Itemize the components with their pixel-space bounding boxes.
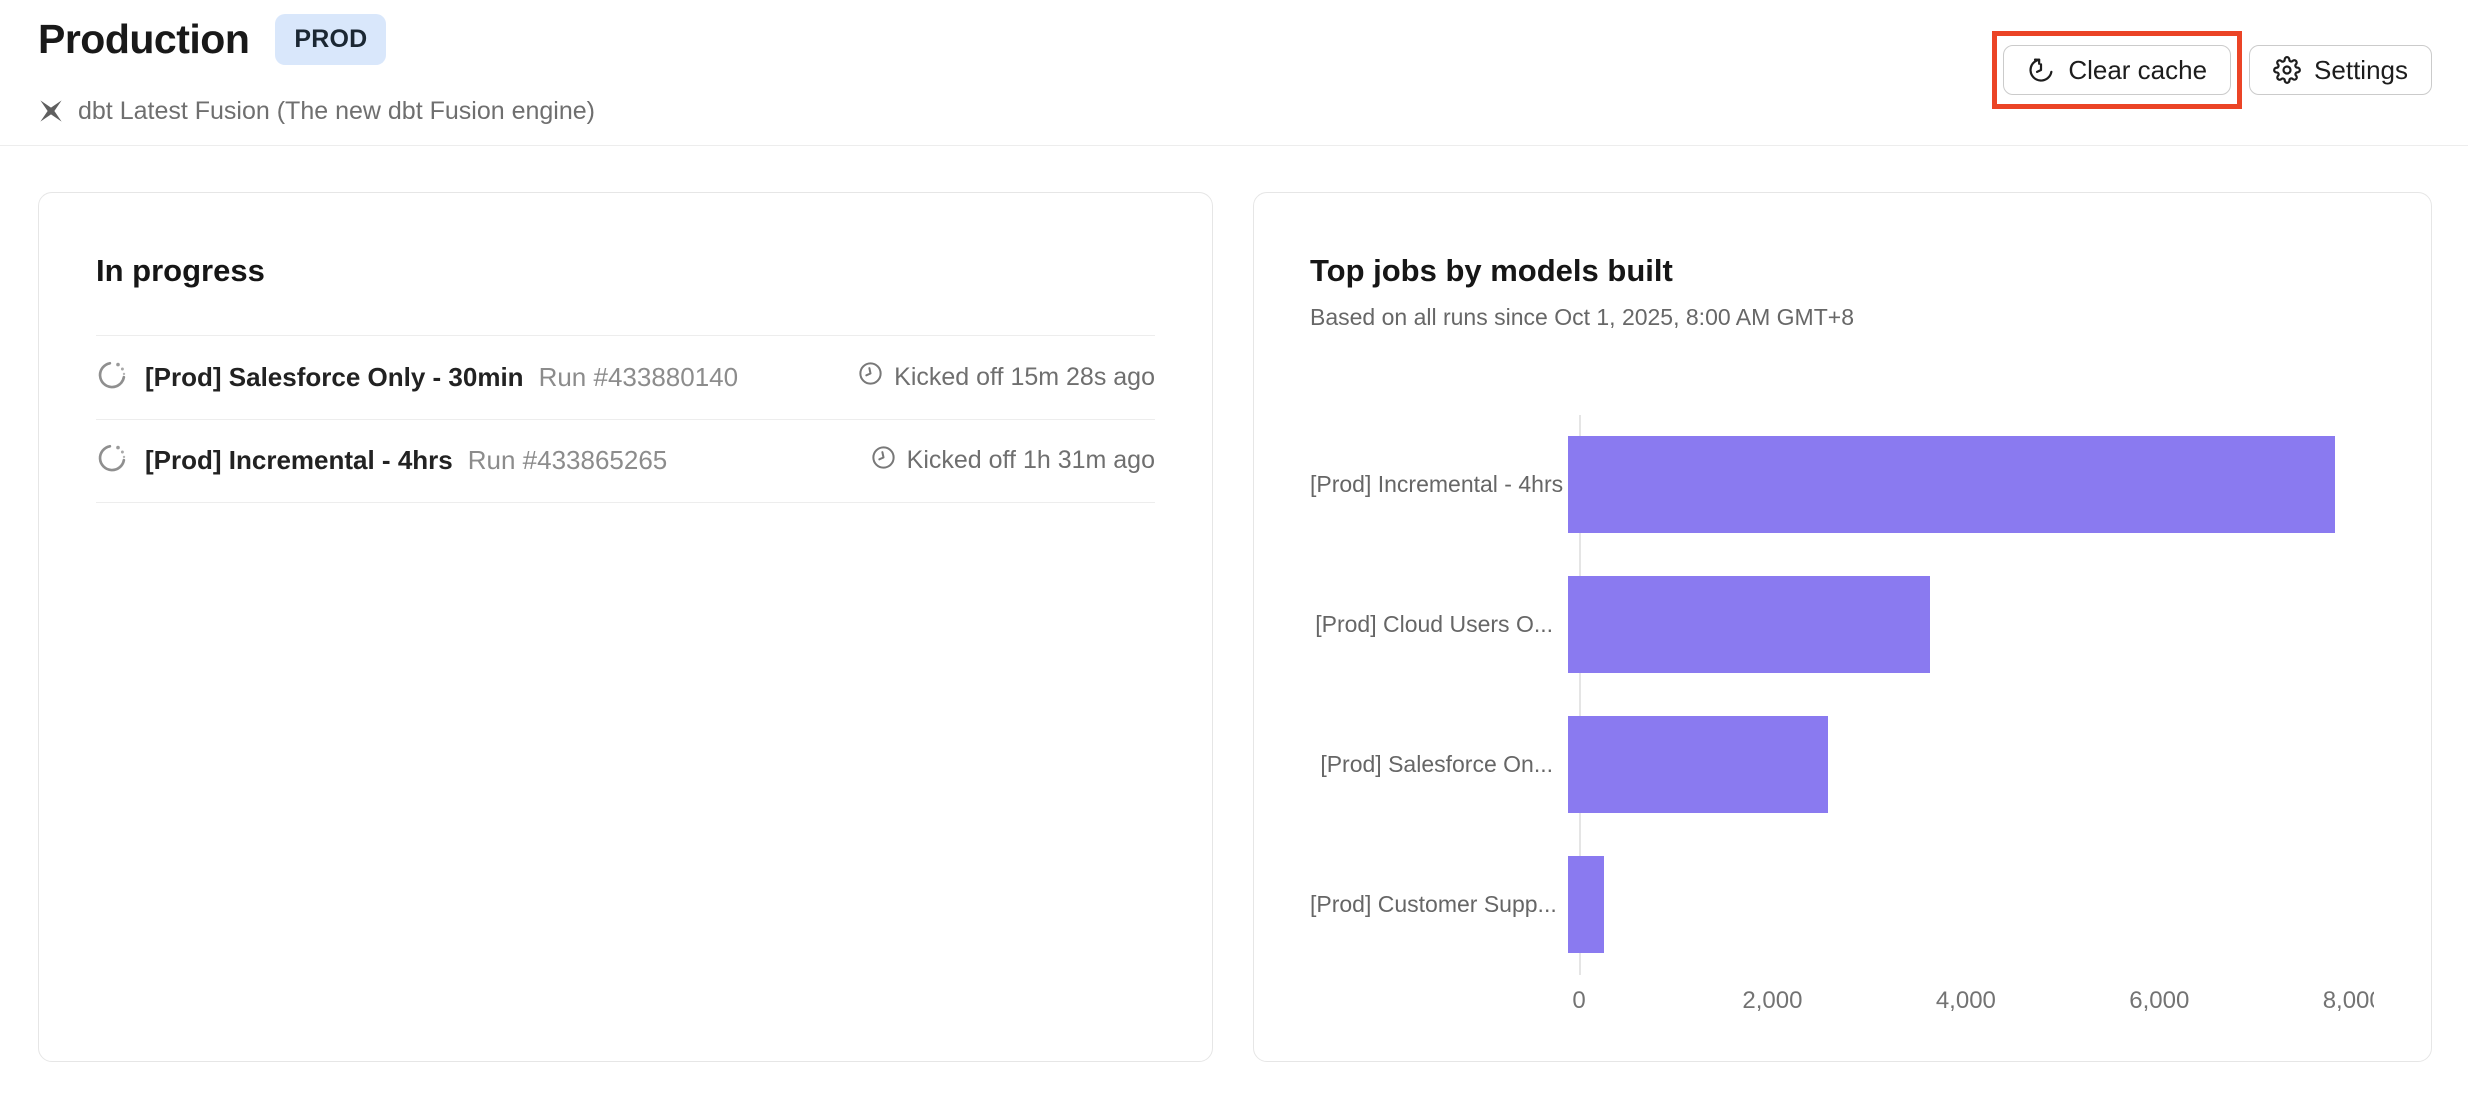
environment-badge: PROD [275,14,387,65]
chart-bar-track [1566,856,2374,954]
spinner-icon [96,359,128,396]
x-axis-tick-label: 0 [1572,986,1586,1014]
chart-subtitle: Based on all runs since Oct 1, 2025, 8:0… [1310,303,1854,330]
page-title: Production [38,15,250,62]
chart-bar [1568,716,1828,814]
engine-subtitle: dbt Latest Fusion (The new dbt Fusion en… [36,96,595,126]
x-axis-tick-label: 4,000 [1935,986,1996,1014]
clock-icon [857,360,884,394]
chart-bar-track [1566,576,2374,674]
chart-bar-track [1566,436,2374,534]
kicked-off-label: Kicked off 1h 31m ago [906,446,1155,475]
spinner-icon [96,442,128,479]
kicked-off-status: Kicked off 1h 31m ago [870,444,1155,478]
chart-bar-track [1566,716,2374,814]
chart-category-label: [Prod] Customer Supp... [1310,891,1557,918]
y-axis-line [1579,414,1581,975]
chart-row: [Prod] Cloud Users O... [1310,555,2374,695]
run-row[interactable]: [Prod] Incremental - 4hrs Run #433865265… [96,418,1155,503]
settings-button[interactable]: Settings [2249,45,2432,95]
header-divider [0,145,2468,146]
chart-row: [Prod] Customer Supp... [1310,835,2374,975]
run-number-link[interactable]: Run #433880140 [538,361,739,392]
settings-label: Settings [2314,55,2408,85]
in-progress-card: In progress [Prod] Salesforce Only - 30m… [38,192,1213,1062]
chart-title: Top jobs by models built [1310,253,1673,288]
top-jobs-card: Top jobs by models built Based on all ru… [1253,192,2432,1062]
engine-label: dbt Latest Fusion (The new dbt Fusion en… [78,96,595,125]
chart-bar [1568,576,1930,674]
chart-category-label: [Prod] Cloud Users O... [1315,611,1553,638]
bar-chart: [Prod] Incremental - 4hrs [Prod] Cloud Us… [1310,414,2374,1019]
gear-icon [2273,56,2301,84]
chart-category-label: [Prod] Salesforce On... [1320,751,1553,778]
in-progress-title: In progress [96,253,265,288]
kicked-off-status: Kicked off 15m 28s ago [857,360,1155,394]
chart-bar [1568,436,2335,534]
annotation-highlight-box: Clear cache [1992,31,2243,109]
x-axis-tick-label: 2,000 [1742,986,1803,1014]
dbt-fusion-logo-icon [36,96,66,126]
run-name: [Prod] Incremental - 4hrs [145,445,453,476]
chart-bar [1568,856,1605,954]
clear-cache-button[interactable]: Clear cache [2003,45,2232,95]
chart-rows: [Prod] Incremental - 4hrs [Prod] Cloud Us… [1310,414,2374,975]
run-row[interactable]: [Prod] Salesforce Only - 30min Run #4338… [96,334,1155,419]
kicked-off-label: Kicked off 15m 28s ago [894,362,1155,391]
chart-row: [Prod] Salesforce On... [1310,695,2374,835]
x-axis-ticks: 0 2,000 4,000 6,000 8,000 [1572,975,2374,1019]
page-header: Production PROD [38,14,387,65]
header-actions: Clear cache Settings [1992,31,2432,109]
chart-category-label: [Prod] Incremental - 4hrs [1310,471,1564,498]
run-list: [Prod] Salesforce Only - 30min Run #4338… [96,334,1155,503]
run-number-link[interactable]: Run #433865265 [467,445,668,476]
chart-row: [Prod] Incremental - 4hrs [1310,415,2374,555]
x-axis-tick-label: 6,000 [2129,986,2190,1014]
history-icon [2027,56,2055,84]
clock-icon [870,444,897,478]
x-axis-tick-label: 8,000 [2322,986,2374,1014]
run-name: [Prod] Salesforce Only - 30min [145,361,524,392]
clear-cache-label: Clear cache [2068,55,2208,85]
